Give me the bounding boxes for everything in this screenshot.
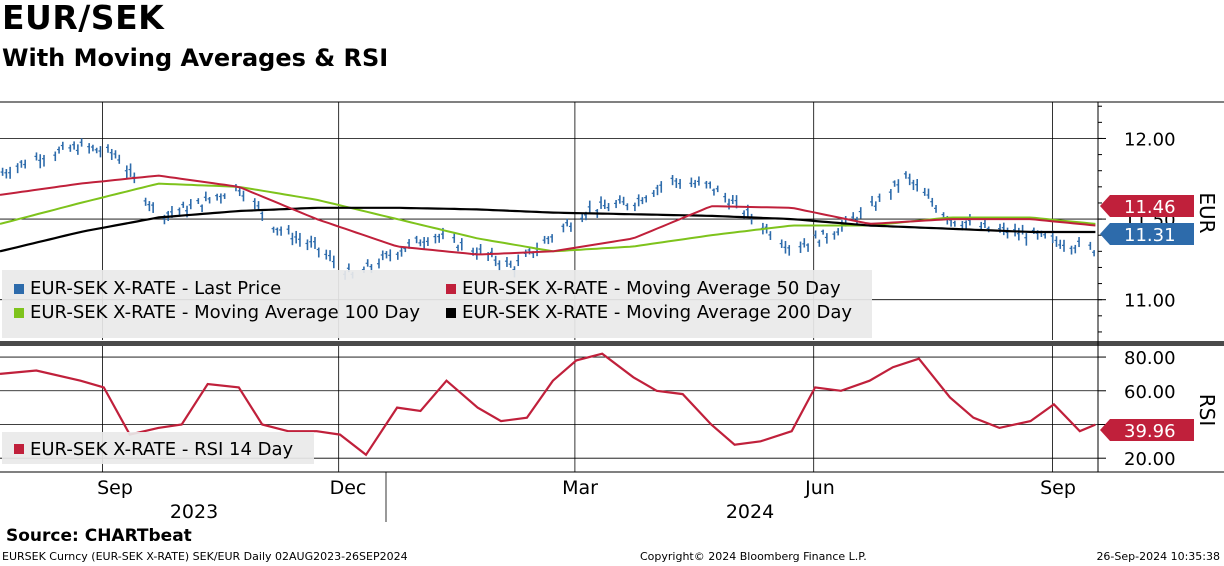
ytick-label-rsi-3: 80.00 [1124,348,1176,369]
price-axis-title: EUR [1195,192,1219,233]
xtick-label-0: Sep [97,477,133,499]
legend-swatch-1 [446,284,456,294]
price-bars [0,138,1095,280]
last-value-rsi-text: 39.96 [1124,421,1176,442]
xtick-label-2: Mar [562,477,598,499]
panel-divider [0,341,1224,346]
rsi-legend-label: EUR-SEK X-RATE - RSI 14 Day [30,439,294,460]
ytick-label-price-2: 12.00 [1124,129,1176,150]
legend-label-1: EUR-SEK X-RATE - Moving Average 50 Day [462,278,841,299]
last-value-price-bg [1100,223,1194,245]
last-value-price: 11.31 [1100,223,1194,246]
footer-left: EURSEK Curncy (EUR-SEK X-RATE) SEK/EUR D… [2,550,408,563]
year-label-2024: 2024 [726,501,774,523]
rsi-axis-title: RSI [1195,394,1219,427]
chart-title: EUR/SEK [2,0,165,37]
legend-label-2: EUR-SEK X-RATE - Moving Average 100 Day [30,302,420,323]
year-label-2023: 2023 [170,501,218,523]
legend-swatch-0 [14,284,24,294]
source-label: Source: CHARTbeat [6,526,192,546]
last-value-rsi-bg [1100,419,1194,441]
last-value-ma50: 11.46 [1100,195,1194,218]
rsi-legend: EUR-SEK X-RATE - RSI 14 Day [2,432,314,464]
rsi-legend-bg [2,432,314,464]
xtick-label-4: Sep [1040,477,1076,499]
last-value-rsi: 39.96 [1100,419,1194,442]
footer-timestamp: 26-Sep-2024 10:35:38 [1096,550,1220,563]
legend-label-3: EUR-SEK X-RATE - Moving Average 200 Day [462,302,852,323]
ytick-label-rsi-2: 60.00 [1124,382,1176,403]
ma200-line [0,206,1096,253]
ytick-label-price-0: 11.00 [1124,291,1176,312]
last-value-price-text: 11.31 [1124,225,1176,246]
xtick-label-1: Dec [330,477,367,499]
rsi-legend-swatch [14,444,24,454]
ytick-label-rsi-0: 20.00 [1124,449,1176,470]
last-value-ma50-bg [1100,195,1194,217]
last-value-ma50-text: 11.46 [1124,197,1176,218]
price-legend: EUR-SEK X-RATE - Last Price EUR-SEK X-RAT… [2,270,872,338]
rsi-line [0,352,1096,457]
chart-subtitle: With Moving Averages & RSI [2,44,389,72]
legend-swatch-3 [446,308,456,318]
ma50-line [0,174,1096,256]
footer-copyright: Copyright© 2024 Bloomberg Finance L.P. [640,550,867,563]
price-legend-bg [2,270,872,338]
legend-swatch-2 [14,308,24,318]
xtick-label-3: Jun [804,477,835,499]
legend-label-0: EUR-SEK X-RATE - Last Price [30,278,281,299]
